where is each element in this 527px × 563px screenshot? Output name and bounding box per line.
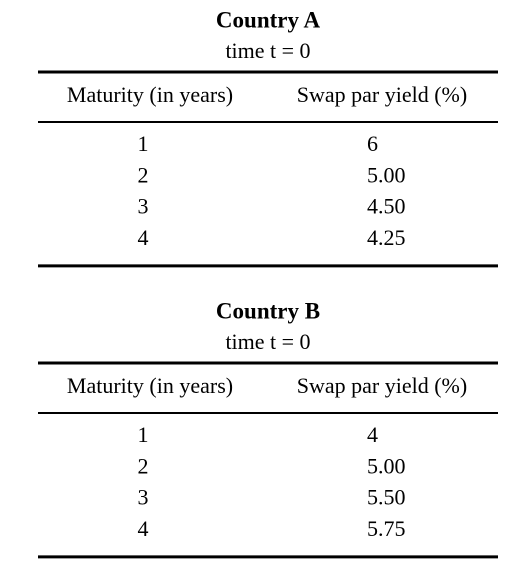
column-header: Maturity (in years) — [67, 373, 233, 398]
yield-cell: 4 — [367, 422, 378, 447]
table-subtitle: time t = 0 — [225, 38, 310, 63]
maturity-cell: 2 — [138, 453, 149, 478]
yield-cell: 5.00 — [367, 453, 406, 478]
maturity-cell: 3 — [138, 194, 149, 219]
table-title: Country B — [216, 298, 320, 323]
maturity-cell: 4 — [138, 225, 149, 250]
maturity-cell: 2 — [138, 162, 149, 187]
table-title: Country A — [216, 7, 321, 32]
yield-cell: 4.25 — [367, 225, 406, 250]
maturity-cell: 3 — [138, 485, 149, 510]
yield-cell: 5.50 — [367, 485, 406, 510]
yield-cell: 5.75 — [367, 516, 406, 541]
column-header: Swap par yield (%) — [297, 82, 467, 107]
column-header: Maturity (in years) — [67, 82, 233, 107]
column-header: Swap par yield (%) — [297, 373, 467, 398]
yield-cell: 5.00 — [367, 162, 406, 187]
table-subtitle: time t = 0 — [225, 329, 310, 354]
yield-cell: 4.50 — [367, 194, 406, 219]
yield-cell: 6 — [367, 131, 378, 156]
maturity-cell: 1 — [138, 131, 149, 156]
maturity-cell: 4 — [138, 516, 149, 541]
maturity-cell: 1 — [138, 422, 149, 447]
